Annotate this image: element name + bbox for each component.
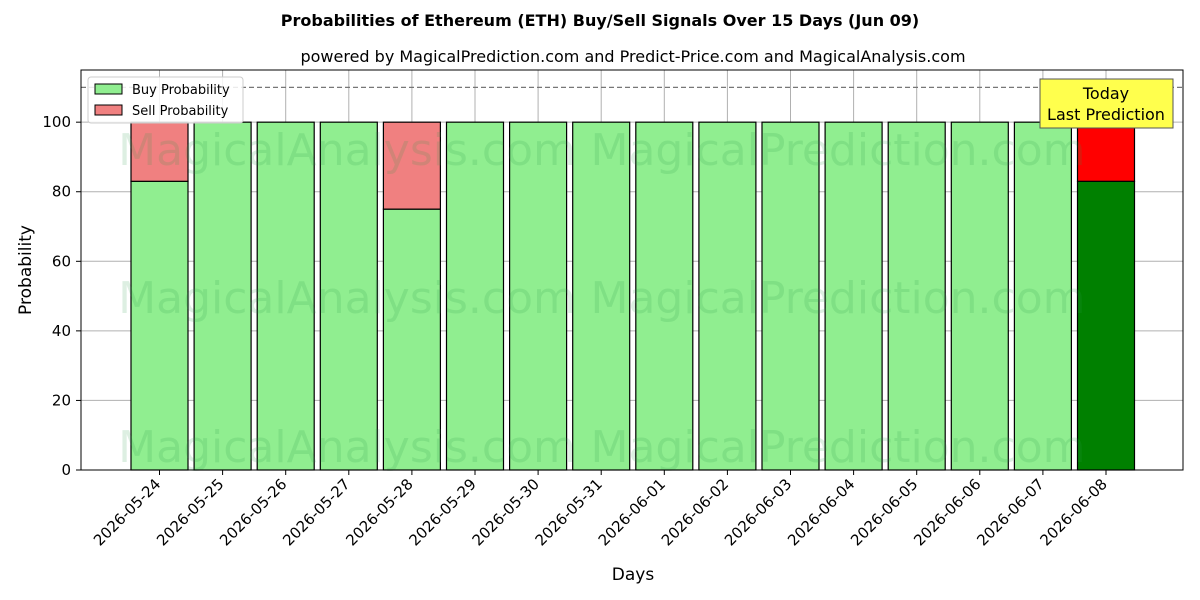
bar-buy bbox=[698, 121, 757, 471]
bar-buy bbox=[572, 121, 631, 471]
today-annotation: Today Last Prediction bbox=[1039, 78, 1174, 129]
watermark-prediction: MagicalPrediction.com bbox=[591, 273, 1086, 324]
x-tick-label: 2026-06-05 bbox=[847, 475, 921, 549]
x-axis-label: Days bbox=[612, 565, 655, 585]
x-tick-label: 2026-06-07 bbox=[973, 475, 1047, 549]
y-axis-label: Probability bbox=[16, 225, 36, 315]
x-tick-label: 2026-06-02 bbox=[658, 475, 732, 549]
x-tick-label: 2026-06-01 bbox=[595, 475, 669, 549]
x-tick-label: 2026-06-04 bbox=[784, 475, 858, 549]
y-tick-label: 60 bbox=[52, 252, 71, 270]
bar-buy bbox=[509, 121, 568, 471]
watermark-analysis: MagicalAnalysis.com bbox=[118, 273, 576, 324]
annotation-today: Today bbox=[1082, 84, 1129, 103]
bar-sell bbox=[382, 121, 441, 210]
x-tick-label: 2026-05-27 bbox=[279, 475, 353, 549]
x-axis-ticks: 2026-05-242026-05-252026-05-262026-05-27… bbox=[90, 470, 1111, 549]
watermark-prediction: MagicalPrediction.com bbox=[591, 125, 1086, 176]
bars-group bbox=[130, 121, 1136, 471]
bar-buy bbox=[635, 121, 694, 471]
annotation-box bbox=[1039, 78, 1174, 129]
plot-frame bbox=[80, 69, 1184, 471]
bar-buy bbox=[319, 121, 378, 471]
x-tick-label: 2026-05-31 bbox=[532, 475, 606, 549]
watermark-analysis: MagicalAnalysis.com bbox=[118, 422, 576, 473]
watermark-prediction: MagicalPrediction.com bbox=[591, 422, 1086, 473]
x-tick-label: 2026-05-30 bbox=[469, 475, 543, 549]
bar-buy bbox=[256, 121, 315, 471]
bar-buy bbox=[445, 121, 505, 471]
y-tick-label: 40 bbox=[52, 322, 71, 340]
annotation-last-prediction: Last Prediction bbox=[1047, 105, 1165, 124]
y-axis-ticks: 0 20 40 60 80 100 bbox=[42, 113, 81, 479]
x-tick-label: 2026-05-28 bbox=[342, 475, 416, 549]
y-tick-label: 0 bbox=[61, 461, 71, 479]
legend-box bbox=[87, 76, 244, 124]
x-tick-label: 2026-06-03 bbox=[721, 475, 795, 549]
y-tick-label: 80 bbox=[52, 183, 71, 201]
x-tick-label: 2026-05-26 bbox=[216, 475, 290, 549]
x-tick-label: 2026-05-29 bbox=[405, 475, 479, 549]
x-tick-label: 2026-05-25 bbox=[153, 475, 227, 549]
bar-buy bbox=[1013, 121, 1073, 471]
y-tick-label: 100 bbox=[42, 113, 71, 131]
legend-label-sell: Sell Probability bbox=[132, 104, 229, 119]
bar-buy bbox=[761, 121, 820, 471]
legend: Buy Probability Sell Probability bbox=[87, 76, 244, 124]
chart-title: Probabilities of Ethereum (ETH) Buy/Sell… bbox=[281, 11, 919, 30]
x-tick-label: 2026-05-24 bbox=[90, 475, 164, 549]
bar-buy bbox=[824, 121, 883, 471]
bar-buy bbox=[382, 208, 441, 471]
legend-swatch-buy bbox=[94, 83, 123, 95]
legend-label-buy: Buy Probability bbox=[132, 83, 230, 98]
bar-buy bbox=[950, 121, 1009, 471]
bar-buy bbox=[887, 121, 946, 471]
legend-swatch-sell bbox=[94, 104, 123, 116]
watermark-group: MagicalAnalysis.com MagicalPrediction.com… bbox=[118, 125, 1085, 473]
chart-subtitle: powered by MagicalPrediction.com and Pre… bbox=[300, 47, 965, 66]
y-tick-label: 20 bbox=[52, 391, 71, 409]
bar-sell bbox=[1076, 121, 1136, 182]
x-tick-label: 2026-06-06 bbox=[910, 475, 984, 549]
watermark-analysis: MagicalAnalysis.com bbox=[118, 125, 576, 176]
bar-buy bbox=[1076, 180, 1136, 471]
x-tick-label: 2026-06-08 bbox=[1036, 475, 1110, 549]
bar-buy bbox=[193, 121, 252, 471]
